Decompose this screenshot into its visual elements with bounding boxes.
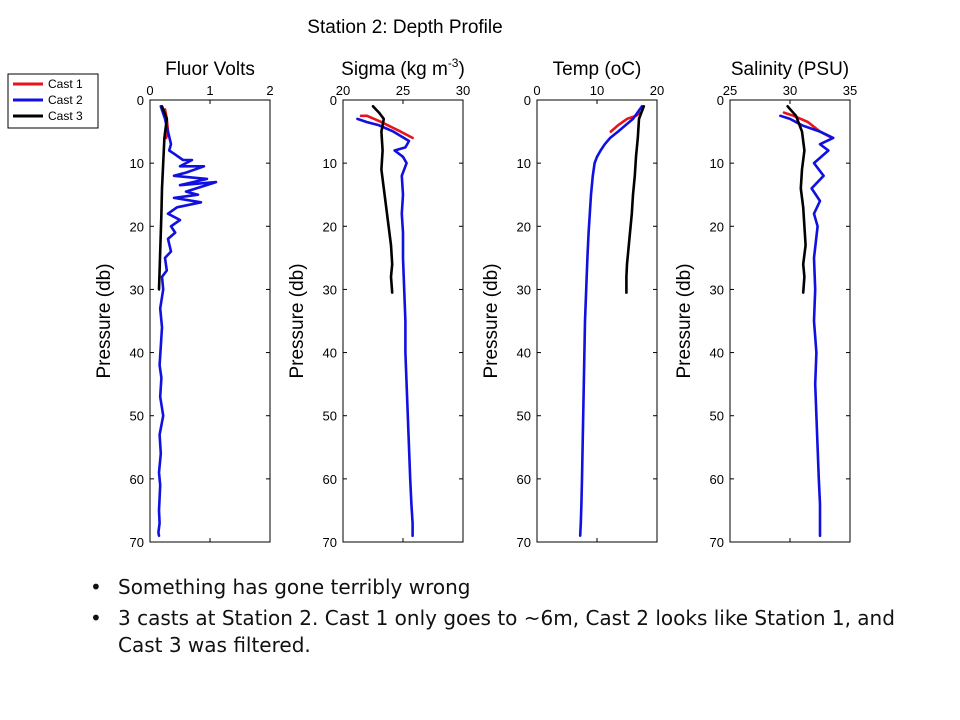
y-tick-label: 60 [517, 472, 531, 487]
x-tick-label: 20 [650, 83, 664, 98]
x-tick-label: 30 [456, 83, 470, 98]
legend-label: Cast 2 [48, 93, 83, 107]
y-tick-label: 20 [130, 219, 144, 234]
x-tick-label: 20 [336, 83, 350, 98]
y-tick-label: 40 [323, 346, 337, 361]
series-line-cast-3 [625, 105, 646, 294]
y-tick-label: 20 [710, 219, 724, 234]
x-tick-label: 25 [723, 83, 737, 98]
y-tick-label: 30 [130, 282, 144, 297]
y-tick-label: 30 [517, 282, 531, 297]
series-line-cast-1 [359, 114, 414, 140]
panel-title: Sigma (kg m-3) [341, 56, 465, 80]
y-tick-label: 0 [717, 93, 724, 108]
series-line-cast-2 [779, 114, 835, 538]
y-tick-label: 0 [524, 93, 531, 108]
y-axis-label: Pressure (db) [94, 263, 115, 378]
y-tick-label: 10 [130, 156, 144, 171]
chart-panel: Sigma (kg m-3) 20 25 30 0 10 20 30 40 50 60 70 Press… [287, 56, 470, 550]
y-axis-label: Pressure (db) [481, 263, 502, 378]
y-tick-label: 70 [710, 535, 724, 550]
plot-frame [729, 99, 851, 543]
series-line-cast-3 [786, 105, 807, 294]
y-tick-label: 40 [517, 346, 531, 361]
y-axis-label: Pressure (db) [674, 263, 695, 378]
y-tick-label: 30 [323, 282, 337, 297]
series-line-cast-2 [157, 105, 218, 538]
bullet-list: Something has gone terribly wrong 3 cast… [90, 574, 940, 663]
legend: Cast 1 Cast 2 Cast 3 [7, 73, 99, 129]
x-tick-label: 2 [266, 83, 273, 98]
series-line-cast-2 [356, 117, 414, 538]
figure-title: Station 2: Depth Profile [307, 17, 502, 38]
series-line-cast-3 [157, 105, 169, 291]
x-tick-label: 25 [396, 83, 410, 98]
y-tick-label: 10 [517, 156, 531, 171]
x-tick-label: 0 [533, 83, 540, 98]
panel-title: Salinity (PSU) [731, 59, 849, 80]
y-tick-label: 70 [517, 535, 531, 550]
y-tick-label: 50 [517, 409, 531, 424]
y-tick-label: 40 [130, 346, 144, 361]
y-tick-label: 0 [137, 93, 144, 108]
y-tick-label: 60 [130, 472, 144, 487]
y-tick-label: 60 [323, 472, 337, 487]
y-tick-label: 0 [330, 93, 337, 108]
x-tick-label: 10 [590, 83, 604, 98]
y-tick-label: 40 [710, 346, 724, 361]
bullet-item: Something has gone terribly wrong [90, 574, 940, 601]
y-tick-label: 70 [323, 535, 337, 550]
x-tick-label: 35 [843, 83, 857, 98]
y-tick-label: 10 [323, 156, 337, 171]
x-tick-label: 0 [146, 83, 153, 98]
x-tick-label: 30 [783, 83, 797, 98]
x-tick-label: 1 [206, 83, 213, 98]
y-axis-label: Pressure (db) [287, 263, 308, 378]
series-line-cast-3 [371, 105, 394, 294]
legend-label: Cast 1 [48, 77, 83, 91]
plot-frame [536, 99, 658, 543]
chart-panel: Temp (oC) 0 10 20 0 10 20 30 40 50 60 70 Pressure (d… [481, 59, 664, 550]
y-tick-label: 50 [130, 409, 144, 424]
panel-title: Fluor Volts [165, 59, 255, 80]
y-tick-label: 30 [710, 282, 724, 297]
y-tick-label: 50 [710, 409, 724, 424]
y-tick-label: 20 [517, 219, 531, 234]
plot-frame [342, 99, 464, 543]
legend-label: Cast 3 [48, 109, 83, 123]
panel-title: Temp (oC) [553, 59, 642, 80]
y-tick-label: 10 [710, 156, 724, 171]
y-tick-label: 70 [130, 535, 144, 550]
y-tick-label: 60 [710, 472, 724, 487]
chart-panel: Salinity (PSU) 25 30 35 0 10 20 30 40 50 60 70 Press… [674, 59, 857, 550]
bullet-item: 3 casts at Station 2. Cast 1 only goes t… [90, 605, 940, 659]
plot-frame [149, 99, 271, 543]
y-tick-label: 20 [323, 219, 337, 234]
series-line-cast-2 [578, 105, 644, 538]
y-tick-label: 50 [323, 409, 337, 424]
